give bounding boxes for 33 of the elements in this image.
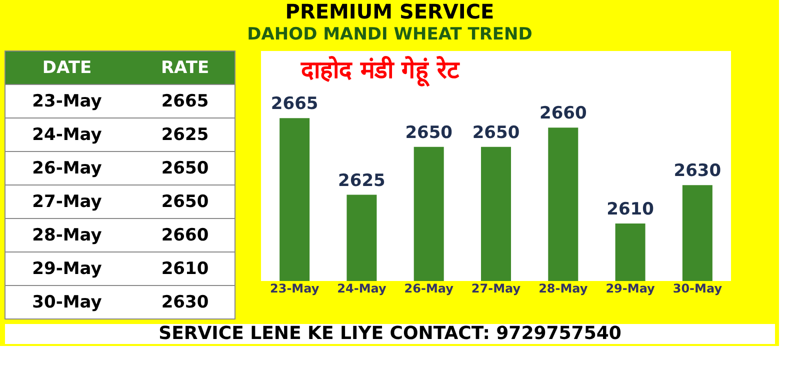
data-label: 2630: [674, 161, 722, 182]
annotation: दाहोद मंडी गेहूं रेट: [300, 56, 460, 87]
data-label: 2650: [161, 192, 209, 212]
data-label: 2650: [472, 122, 520, 143]
data-label: 2650: [161, 158, 209, 178]
data-label: 2625: [338, 170, 386, 191]
data-label: 2665: [270, 94, 318, 114]
data-label: 2625: [161, 124, 209, 145]
category-label: 23-May: [32, 91, 102, 112]
chart-title: PREMIUM SERVICE: [285, 0, 494, 24]
x-tick-label: 28-May: [538, 282, 588, 296]
data-label: 2660: [161, 225, 209, 246]
data-label: 2660: [539, 104, 587, 124]
category-label: 28-May: [32, 225, 102, 246]
data-label: 2630: [161, 292, 209, 312]
x-tick-label: 23-May: [270, 282, 320, 296]
text: SERVICE LENE KE LIYE CONTACT: 9729757540: [158, 323, 622, 344]
category-label: 26-May: [32, 158, 102, 178]
data-label: 2665: [161, 91, 209, 112]
data-label: 2610: [161, 258, 209, 279]
x-tick-label: 24-May: [337, 282, 386, 296]
category-label: 29-May: [32, 258, 102, 279]
text: DATE: [42, 58, 92, 78]
x-tick-label: 30-May: [672, 282, 722, 296]
x-tick-label: 29-May: [606, 282, 656, 296]
category-label: 27-May: [32, 192, 102, 212]
category-label: 24-May: [32, 124, 102, 145]
x-tick-label: 27-May: [471, 282, 521, 296]
data-label: 2650: [405, 122, 453, 143]
text: RATE: [160, 58, 210, 78]
x-tick-label: 26-May: [404, 282, 454, 296]
chart-subtitle: DAHOD MANDI WHEAT TREND: [247, 24, 532, 44]
data-label: 2610: [606, 200, 654, 220]
